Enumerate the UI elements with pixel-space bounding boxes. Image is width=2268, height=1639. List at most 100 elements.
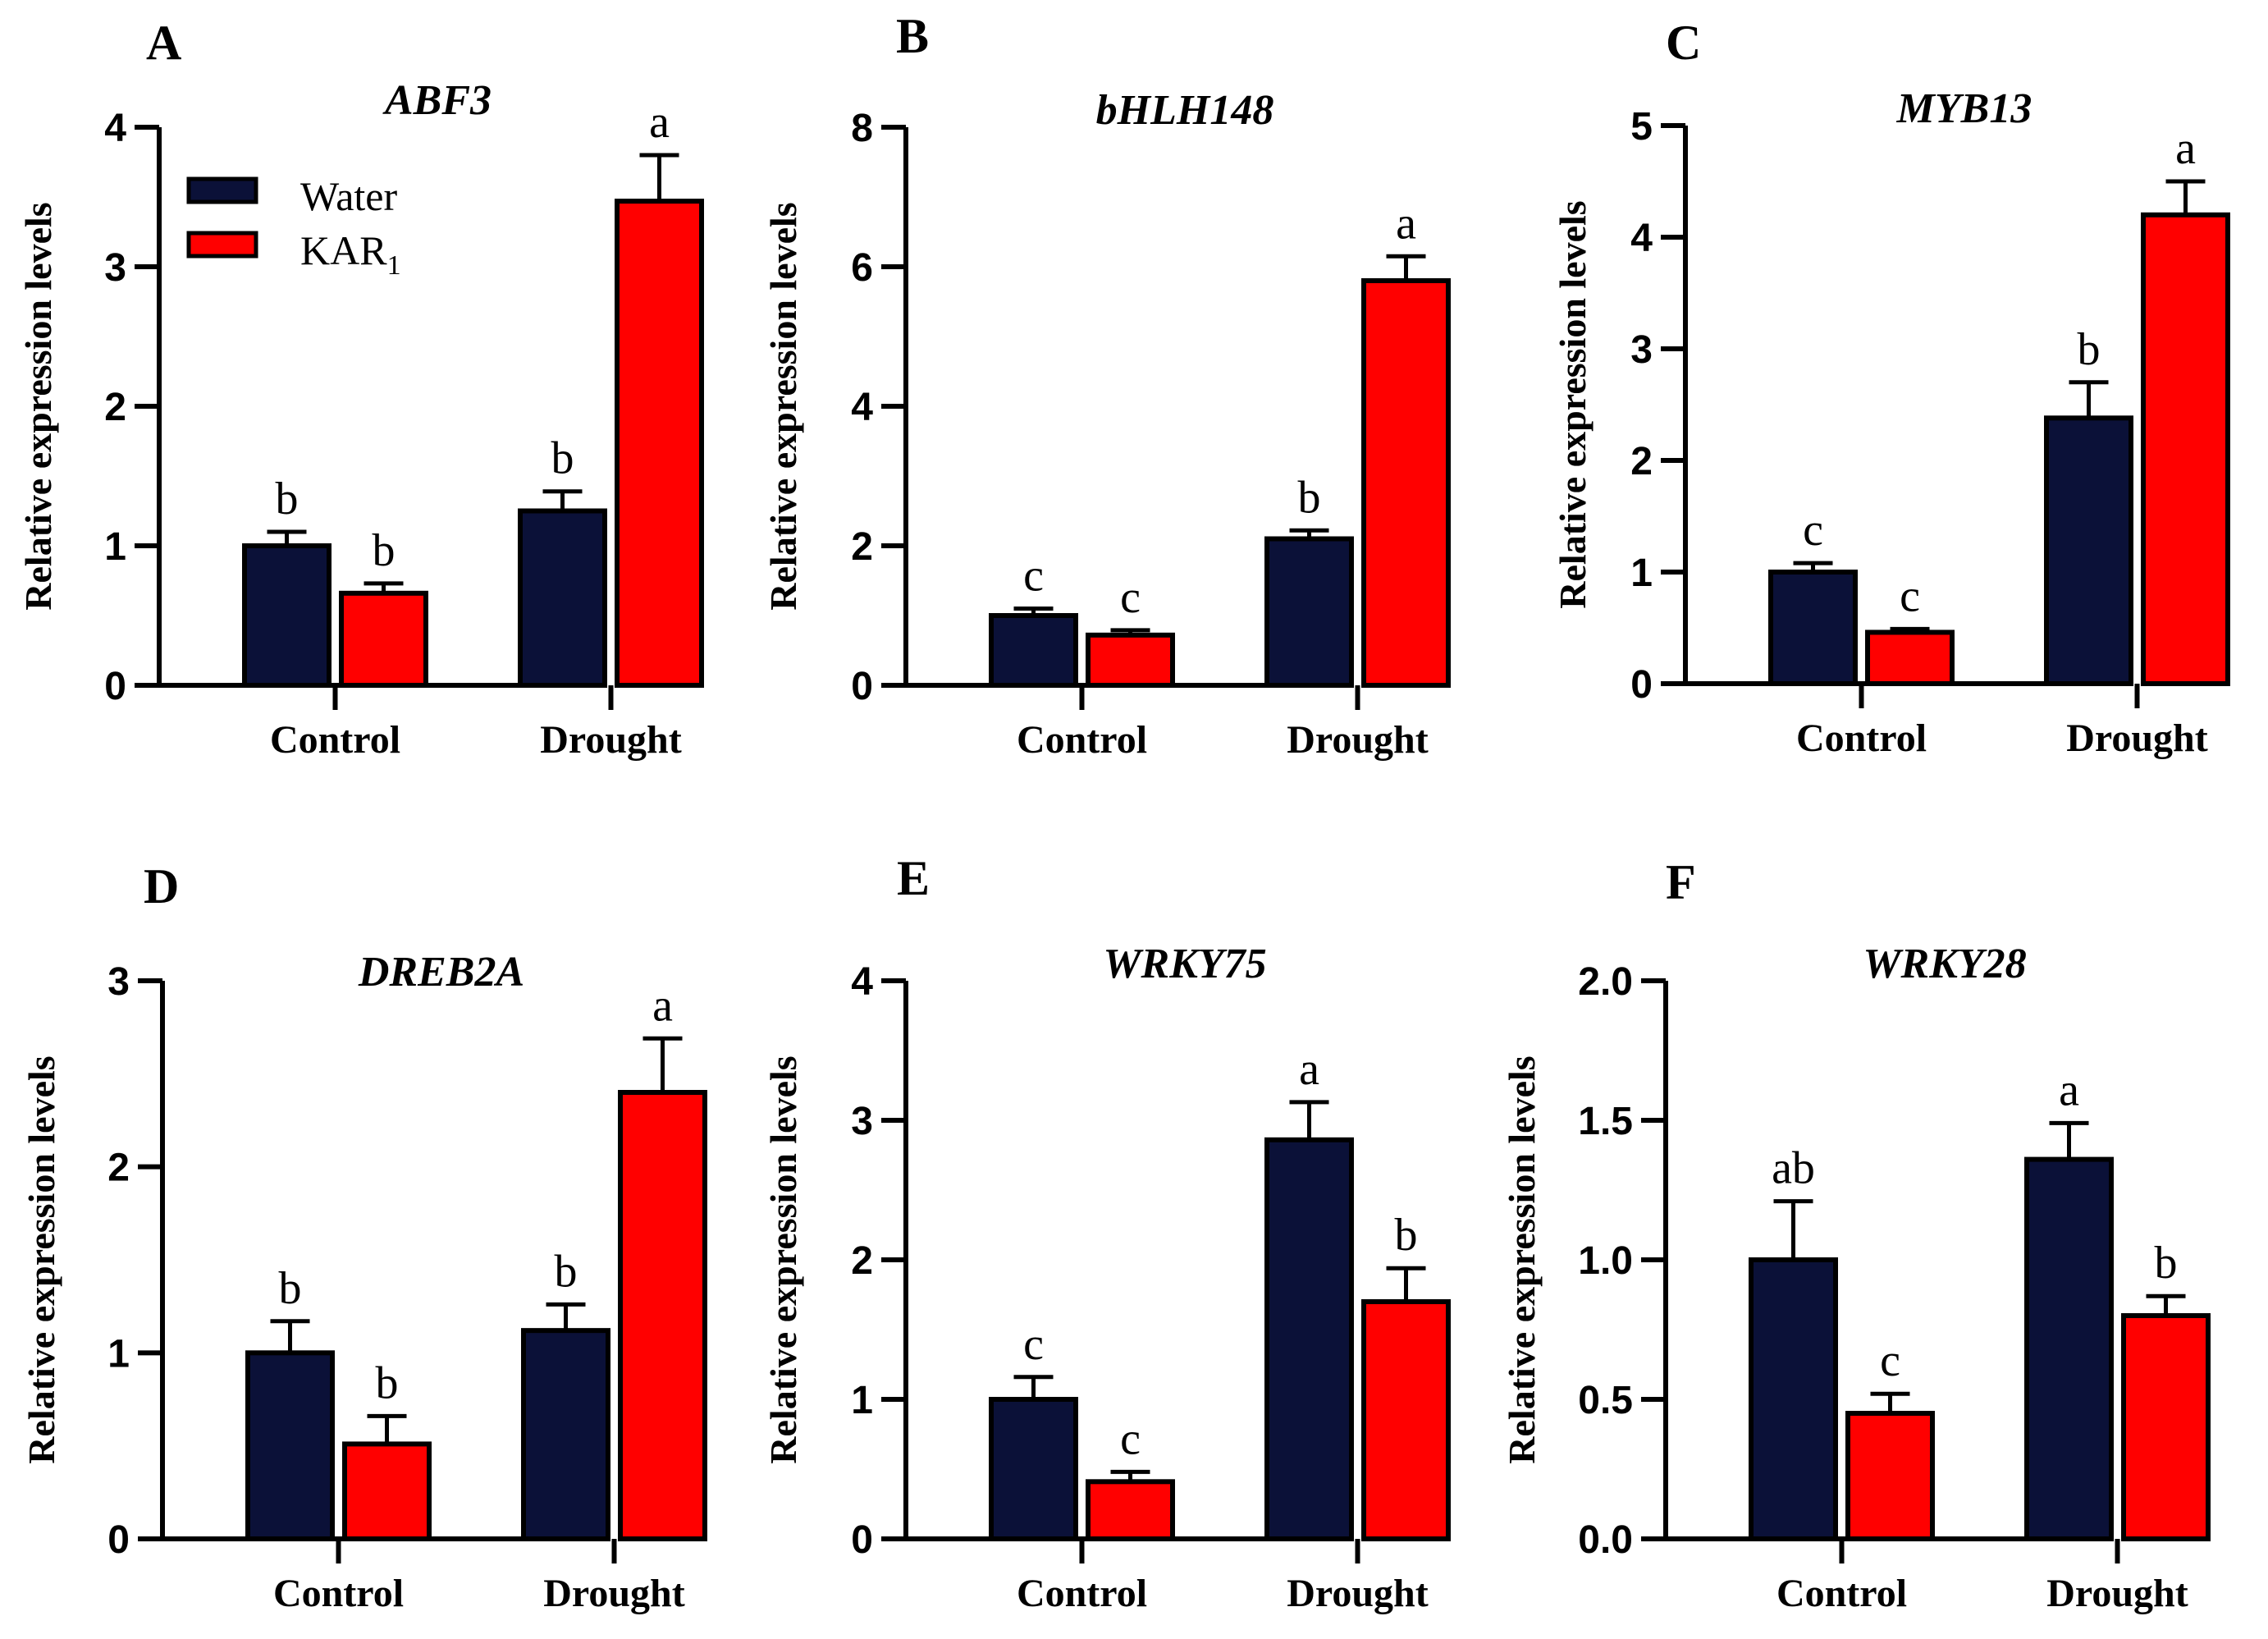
significance-label: a — [2059, 1064, 2079, 1115]
y-tick-label: 0.0 — [1578, 1518, 1633, 1562]
chart-title: WRKY75 — [1103, 941, 1266, 987]
y-tick-label: 3 — [851, 1100, 873, 1143]
y-tick-label: 3 — [104, 246, 126, 290]
bar-water-control — [245, 1350, 335, 1542]
legend-swatch-kar — [186, 231, 258, 259]
x-tick-label: Control — [1017, 1572, 1147, 1615]
bar-water-control — [989, 613, 1078, 688]
significance-label: c — [1120, 1413, 1141, 1464]
bar-water-control — [1749, 1257, 1838, 1541]
y-tick-label: 4 — [1630, 217, 1653, 260]
x-tick-label: Control — [1017, 718, 1147, 762]
x-tick-label: Drought — [2046, 1572, 2188, 1615]
significance-label: ab — [1772, 1143, 1815, 1194]
bar-kar1-drought — [2141, 212, 2230, 686]
bar-kar1-drought — [618, 1090, 707, 1541]
chart-title: DREB2A — [358, 949, 524, 996]
bar-water-drought — [521, 1328, 610, 1541]
y-axis-label: Relative expression levels — [762, 202, 804, 610]
x-tick-label: Drought — [543, 1572, 684, 1615]
significance-label: b — [1298, 472, 1321, 523]
x-tick-label: Drought — [1287, 718, 1428, 762]
significance-label: a — [1396, 198, 1416, 249]
chart-title: ABF3 — [382, 77, 492, 124]
y-tick-label: 4 — [851, 960, 873, 1004]
y-tick-label: 1 — [851, 1379, 873, 1422]
bar-water-drought — [1264, 1137, 1354, 1542]
significance-label: a — [652, 980, 673, 1031]
y-tick-label: 5 — [1630, 105, 1653, 149]
y-tick-label: 1.0 — [1578, 1239, 1633, 1283]
significance-label: c — [1023, 551, 1044, 602]
bar-kar1-drought — [615, 199, 704, 689]
y-tick-label: 2 — [851, 525, 873, 569]
x-tick-label: Drought — [1287, 1572, 1428, 1615]
bar-kar1-control — [1086, 1479, 1175, 1542]
y-tick-label: 0.5 — [1578, 1379, 1633, 1422]
significance-label: c — [1880, 1335, 1900, 1386]
bar-water-control — [1768, 570, 1858, 686]
x-tick-label: Control — [273, 1572, 404, 1615]
chart-panel-f: F WRKY28 Relative expression levels 0.0 0.5 1… — [1501, 855, 2211, 1615]
significance-label: b — [2155, 1238, 2178, 1289]
y-axis-label: Relative expression levels — [1501, 1055, 1543, 1463]
bar-kar1-drought — [1361, 278, 1451, 688]
significance-label: a — [649, 97, 670, 148]
panel-letter: D — [144, 859, 179, 913]
panel-letter: E — [897, 851, 930, 905]
significance-label: c — [1023, 1319, 1044, 1370]
x-tick-label: Control — [270, 718, 400, 762]
x-tick-label: Control — [1776, 1572, 1907, 1615]
panel-letter: F — [1666, 855, 1696, 909]
bar-water-drought — [2024, 1156, 2114, 1541]
chart-panel-a: A ABF3 Relative expression levels 0 1 2 3 4 Cont… — [17, 16, 704, 762]
legend-label-water: Water — [300, 173, 397, 219]
y-tick-label: 2 — [107, 1147, 130, 1190]
y-tick-label: 1.5 — [1578, 1100, 1633, 1143]
bar-kar1-control — [1086, 632, 1175, 688]
x-tick-label: Drought — [540, 718, 681, 762]
bar-water-drought — [518, 508, 607, 688]
y-tick-label: 0 — [1630, 663, 1653, 707]
chart-title: WRKY28 — [1863, 941, 2026, 987]
bar-kar1-control — [339, 590, 428, 688]
bar-water-drought — [1264, 536, 1354, 688]
bar-water-control — [242, 543, 332, 688]
chart-panel-d: D DREB2A Relative expression levels 0 1 2 3 Con… — [21, 859, 707, 1615]
significance-label: b — [555, 1246, 578, 1297]
significance-label: c — [1900, 570, 1920, 621]
bar-kar1-control — [1845, 1411, 1935, 1541]
y-axis-label: Relative expression levels — [762, 1055, 804, 1463]
y-tick-label: 1 — [107, 1332, 130, 1376]
significance-label: c — [1803, 505, 1823, 556]
chart-panel-c: C MYB13 Relative expression levels 0 1 2 3 4 5 Co… — [1552, 16, 2230, 760]
y-tick-label: 0 — [851, 1518, 873, 1562]
y-tick-label: 1 — [1630, 552, 1653, 595]
bar-water-control — [989, 1397, 1078, 1541]
significance-label: b — [376, 1357, 399, 1408]
significance-label: b — [1395, 1210, 1418, 1261]
chart-panel-e: E WRKY75 Relative expression levels 0 1 2 3 4 Co… — [762, 851, 1451, 1615]
y-tick-label: 4 — [104, 107, 126, 150]
bar-kar1-control — [1865, 630, 1955, 687]
significance-label: b — [2078, 324, 2101, 375]
y-tick-label: 0 — [851, 665, 873, 708]
bar-kar1-drought — [2121, 1313, 2211, 1541]
legend: Water KAR1 — [186, 173, 401, 281]
chart-title: bHLH148 — [1096, 87, 1274, 134]
y-tick-label: 4 — [851, 386, 873, 429]
y-tick-label: 0 — [104, 665, 126, 708]
significance-label: b — [373, 525, 396, 576]
significance-label: a — [2175, 123, 2196, 174]
y-axis-label: Relative expression levels — [21, 1055, 62, 1463]
y-tick-label: 2 — [851, 1239, 873, 1283]
chart-title: MYB13 — [1896, 85, 2033, 132]
y-tick-label: 0 — [107, 1518, 130, 1562]
significance-label: b — [276, 474, 299, 524]
y-tick-label: 2 — [104, 386, 126, 429]
significance-label: b — [551, 433, 574, 484]
bar-water-drought — [2044, 415, 2133, 686]
legend-swatch-water — [186, 176, 258, 204]
bar-kar1-drought — [1361, 1299, 1451, 1541]
